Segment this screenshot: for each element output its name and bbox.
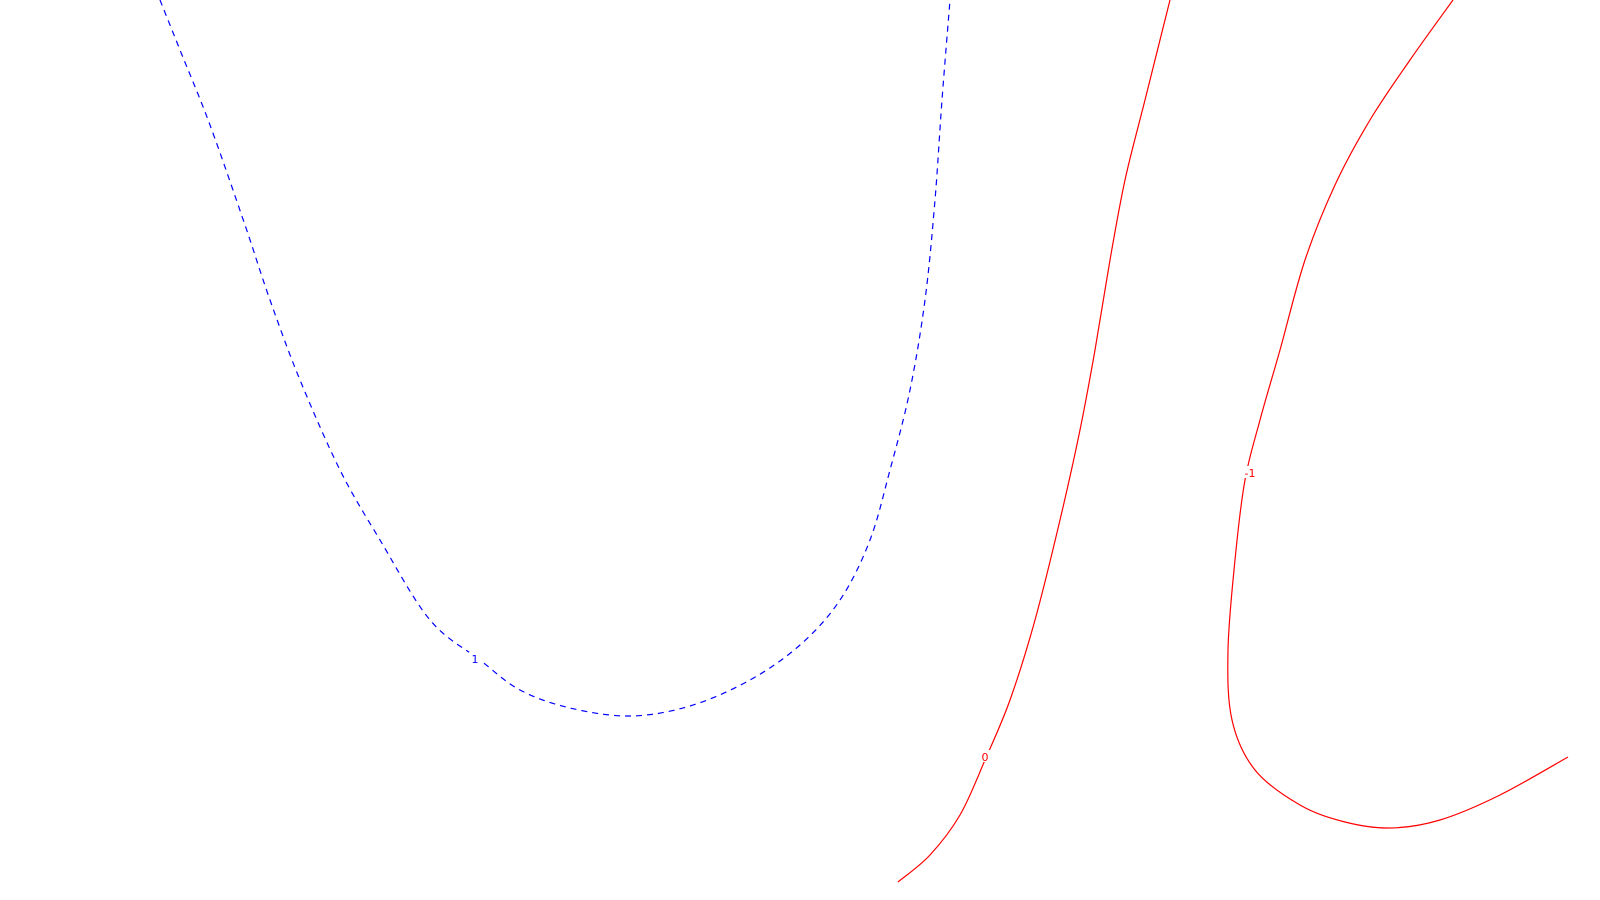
contour-label-level-neg-1: -1 xyxy=(1245,467,1256,480)
contour-line-level-1 xyxy=(159,0,951,717)
contour-line-level-0 xyxy=(897,0,1171,883)
contour-label-gap-0 xyxy=(979,750,991,762)
contour-label-level-0: 0 xyxy=(982,751,989,764)
contour-line-level-neg-1 xyxy=(1227,0,1569,829)
contour-label-level-1: 1 xyxy=(472,653,479,666)
contour-label-gap-neg-1 xyxy=(1244,466,1256,478)
contour-label-gap-1 xyxy=(469,652,481,664)
